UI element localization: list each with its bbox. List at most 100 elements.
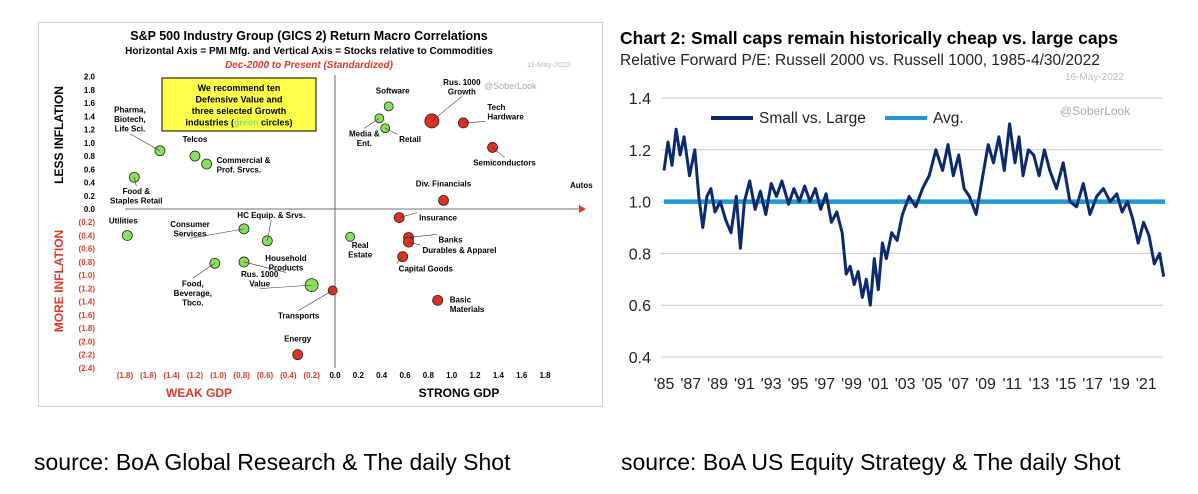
point-label: Basic Materials (450, 295, 485, 314)
x-tick-label: '15 (1055, 376, 1076, 393)
x-tick-label: 1.4 (493, 371, 505, 380)
point-label: Media & Ent. (349, 129, 380, 148)
left-chart-panel: S&P 500 Industry Group (GICS 2) Return M… (38, 22, 603, 407)
y-tick-label: (1.2) (79, 284, 96, 293)
watermark-date: 11-May-2022 (527, 60, 571, 69)
point-label: Durables & Apparel (423, 246, 497, 255)
leader-line (133, 177, 137, 187)
y-tick-label: 0.6 (84, 165, 96, 174)
leader-line (463, 121, 486, 124)
x-tick-label: 1.2 (469, 371, 481, 380)
point-label: Food, Beverage, Tbco. (174, 279, 212, 307)
x-tick-label: '13 (1029, 376, 1050, 393)
recommendation-box (161, 77, 317, 132)
watermark: @SoberLook (484, 81, 537, 91)
y-tick-label: 1.6 (84, 99, 96, 108)
y-tick-label: (1.8) (79, 324, 96, 333)
leader-line (243, 261, 287, 273)
leader-line (492, 147, 505, 158)
data-point (380, 123, 391, 134)
legend-label-series: Small vs. Large (759, 110, 866, 127)
x-tick-label: '93 (761, 376, 782, 393)
y-tick-label: (1.4) (79, 298, 96, 307)
y-tick-label: (0.4) (79, 231, 96, 240)
chart2-subtitle: Relative Forward P/E: Russell 2000 vs. R… (620, 52, 1100, 69)
chart-period: Dec-2000 to Present (Standardized) (225, 60, 393, 71)
point-label: Tech Hardware (487, 103, 524, 122)
x-tick-label: '19 (1109, 376, 1130, 393)
leader-line (396, 256, 403, 264)
y-tick-label: (0.8) (79, 258, 96, 267)
x-tick-label: 1.8 (539, 371, 551, 380)
x-tick-label: (1.6) (140, 371, 157, 380)
x-tick-label: 0.8 (423, 371, 435, 380)
point-label: Pharma, Biotech, Life Sci. (114, 106, 146, 134)
right-source-caption: source: BoA US Equity Strategy & The dai… (621, 449, 1121, 475)
leader-line (385, 127, 398, 135)
data-point (487, 142, 498, 153)
x-tick-label: '21 (1136, 376, 1157, 393)
y-tick-label: (1.6) (79, 311, 96, 320)
y-tick-label: 1.4 (84, 112, 96, 121)
y-tick-label: 0.0 (84, 205, 96, 214)
autos-label: Autos (570, 181, 593, 190)
y-tick-label: 2.0 (84, 73, 96, 82)
leader-line (408, 241, 421, 246)
y-tick-label: (2.4) (79, 364, 96, 373)
chart-subtitle: Horizontal Axis = PMI Mfg. and Vertical … (125, 46, 493, 57)
right-chart-panel: Chart 2: Small caps remain historically … (613, 22, 1166, 410)
point-label: Utilities (109, 216, 138, 225)
point-label: Commercial & Prof. Srvcs. (217, 156, 271, 175)
y-tick-label: (0.2) (79, 218, 96, 227)
y-tick-label: 1.4 (629, 91, 651, 108)
y-tick-label: 1.0 (629, 195, 651, 212)
data-point (201, 158, 213, 170)
x-tick-label: 0.2 (353, 371, 365, 380)
small-vs-large-series (662, 122, 1166, 307)
data-point (189, 150, 201, 162)
leader-line (129, 133, 161, 152)
x-tick-label: '03 (895, 376, 916, 393)
chart2-title: Chart 2: Small caps remain historically … (620, 28, 1118, 48)
ylabel-more-inflation: MORE INFLATION (52, 230, 66, 332)
autos-arrow (579, 205, 586, 213)
x-tick-label: 0.0 (329, 371, 341, 380)
x-tick-label: (0.6) (257, 371, 274, 380)
point-label: Rus. 1000 Growth (443, 78, 481, 97)
chart-title: S&P 500 Industry Group (GICS 2) Return M… (130, 29, 488, 43)
x-tick-label: '95 (788, 376, 809, 393)
relative-pe-line-chart: Chart 2: Small caps remain historically … (620, 28, 1166, 393)
point-label: Real Estate (348, 241, 373, 260)
x-tick-label: '07 (948, 376, 969, 393)
leader-line (259, 284, 312, 289)
legend-label-avg: Avg. (933, 110, 964, 127)
x-tick-label: '01 (868, 376, 889, 393)
point-label: Transports (278, 311, 320, 320)
point-label: Semiconductors (473, 158, 536, 167)
y-tick-label: 1.8 (84, 86, 96, 95)
point-label: Food & Staples Retail (110, 187, 162, 206)
recommendation-text: industries (green circles) (185, 118, 292, 128)
ylabel-less-inflation: LESS INFLATION (52, 86, 66, 184)
y-tick-label: (2.0) (79, 337, 96, 346)
x-tick-label: (1.2) (187, 371, 204, 380)
data-point (438, 194, 449, 206)
point-label: Telcos (183, 135, 208, 144)
point-label: Banks (439, 235, 464, 244)
x-tick-label: 1.6 (516, 371, 528, 380)
leader-line (267, 219, 272, 241)
leader-line (408, 234, 437, 238)
data-point (121, 230, 133, 241)
x-tick-label: (1.4) (163, 371, 180, 380)
leader-line (364, 118, 380, 129)
y-tick-label: (0.6) (79, 245, 96, 254)
point-label: Div. Financials (416, 179, 472, 188)
point-label: Retail (399, 135, 421, 144)
y-tick-label: 0.2 (84, 192, 96, 201)
point-label: Software (376, 86, 410, 95)
recommendation-text: three selected Growth (192, 106, 287, 116)
x-tick-label: 0.4 (376, 371, 388, 380)
y-tick-label: 0.6 (629, 298, 651, 315)
data-point (383, 101, 394, 112)
x-tick-label: (1.0) (210, 371, 227, 380)
